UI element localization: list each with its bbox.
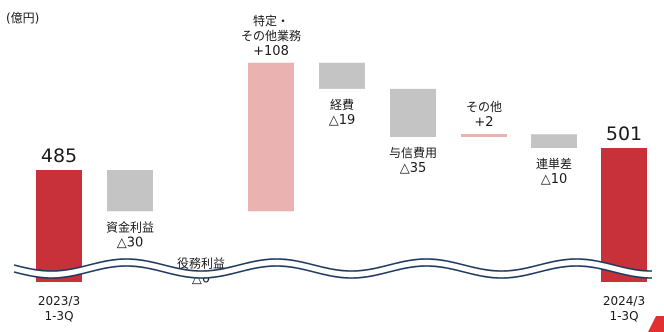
bar-decrease <box>531 134 577 148</box>
category-label: 特定・ <box>253 13 289 28</box>
category-label: 経費 <box>330 97 354 112</box>
data-label: △30 <box>117 235 144 250</box>
corner-accent <box>648 316 664 332</box>
bar-decrease <box>319 62 365 89</box>
category-label: 連単差 <box>536 157 572 171</box>
axis-break-band <box>14 259 652 278</box>
data-label: 501 <box>606 123 642 145</box>
data-label: +2 <box>474 115 493 130</box>
data-label: △19 <box>329 113 356 128</box>
data-label: 485 <box>41 145 77 167</box>
category-label: その他 <box>466 100 502 114</box>
bar-decrease <box>107 170 153 212</box>
bar-decrease <box>390 88 436 137</box>
category-label: 2024/3 <box>603 294 645 308</box>
category-label: その他業務 <box>241 29 301 43</box>
axis-break-line <box>13 265 653 279</box>
category-label: 2023/3 <box>38 294 80 308</box>
category-label: 1-3Q <box>44 309 73 323</box>
category-label: 資金利益 <box>106 219 154 234</box>
bar-increase <box>461 134 507 137</box>
bar-total <box>36 170 82 282</box>
axis-break-line <box>13 258 653 272</box>
bar-total <box>601 148 647 282</box>
category-label: 役務利益 <box>177 255 225 270</box>
data-label: △35 <box>400 161 427 176</box>
unit-label: (億円) <box>6 11 40 25</box>
data-label: +108 <box>253 44 289 59</box>
bar-increase <box>248 62 294 212</box>
category-label: 1-3Q <box>609 309 638 323</box>
category-label: 与信費用 <box>389 145 437 160</box>
data-label: △10 <box>541 172 568 187</box>
